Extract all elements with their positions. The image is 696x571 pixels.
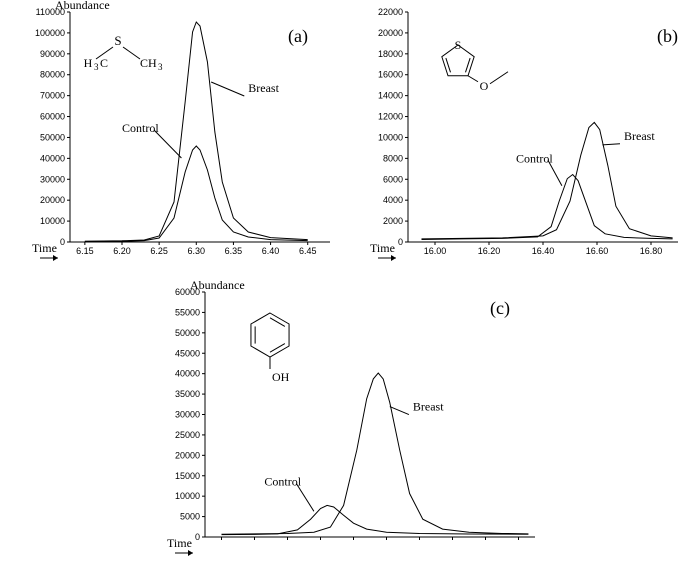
svg-text:60000: 60000 (40, 112, 65, 122)
svg-text:Control: Control (516, 151, 553, 165)
svg-text:6.45: 6.45 (299, 246, 317, 256)
svg-text:5000: 5000 (180, 512, 200, 522)
svg-text:Time: Time (370, 241, 395, 255)
panel-a: Abundance (a) 0 10000 20000 30000 40000 50000… (0, 0, 348, 270)
svg-text:20000: 20000 (175, 450, 200, 460)
chart-c: 0 5000 10000 15000 20000 25000 30000 35000 40000… (120, 280, 560, 565)
svg-text:6.15: 6.15 (76, 246, 94, 256)
svg-text:6000: 6000 (383, 174, 403, 184)
svg-text:10000: 10000 (175, 491, 200, 501)
svg-text:20000: 20000 (378, 28, 403, 38)
svg-text:6.35: 6.35 (225, 246, 243, 256)
svg-text:2000: 2000 (383, 216, 403, 226)
svg-text:20000: 20000 (40, 195, 65, 205)
svg-text:10000: 10000 (40, 216, 65, 226)
svg-text:30000: 30000 (175, 410, 200, 420)
svg-text:70000: 70000 (40, 91, 65, 101)
svg-text:16.60: 16.60 (586, 246, 609, 256)
ylabel-c: Abundance (190, 278, 245, 293)
svg-text:6.20: 6.20 (113, 246, 131, 256)
svg-text:Breast: Breast (413, 400, 444, 414)
svg-text:6.30: 6.30 (188, 246, 206, 256)
svg-text:3: 3 (158, 62, 163, 72)
svg-text:16000: 16000 (378, 70, 403, 80)
svg-text:40000: 40000 (175, 369, 200, 379)
svg-text:35000: 35000 (175, 389, 200, 399)
svg-text:16.40: 16.40 (532, 246, 555, 256)
panel-letter-c: (c) (490, 298, 510, 319)
svg-text:Breast: Breast (248, 81, 279, 95)
svg-text:Breast: Breast (624, 129, 655, 143)
svg-text:25000: 25000 (175, 430, 200, 440)
svg-text:Time: Time (167, 536, 192, 550)
svg-text:S: S (114, 33, 121, 48)
svg-text:OH: OH (272, 370, 290, 384)
svg-text:16.00: 16.00 (424, 246, 447, 256)
svg-text:45000: 45000 (175, 348, 200, 358)
svg-text:50000: 50000 (175, 328, 200, 338)
svg-text:40000: 40000 (40, 153, 65, 163)
svg-text:55000: 55000 (175, 307, 200, 317)
svg-text:0: 0 (398, 237, 403, 247)
svg-text:50000: 50000 (40, 132, 65, 142)
svg-text:80000: 80000 (40, 70, 65, 80)
svg-text:O: O (480, 79, 489, 93)
svg-text:H: H (84, 56, 93, 70)
svg-text:22000: 22000 (378, 7, 403, 17)
svg-text:3: 3 (94, 62, 99, 72)
svg-text:C: C (100, 56, 108, 70)
svg-text:30000: 30000 (40, 174, 65, 184)
svg-text:6.40: 6.40 (262, 246, 280, 256)
panel-b: (b) 0 2000 4000 6000 8000 10000 12000 14000 1600… (348, 0, 696, 270)
svg-text:Control: Control (122, 121, 159, 135)
chart-b: 0 2000 4000 6000 8000 10000 12000 14000 16000 180… (348, 0, 696, 270)
panel-letter-a: (a) (288, 26, 308, 47)
panel-letter-b: (b) (657, 26, 678, 47)
svg-text:Time: Time (32, 241, 57, 255)
svg-text:4000: 4000 (383, 195, 403, 205)
ylabel-a: Abundance (55, 0, 110, 13)
svg-text:18000: 18000 (378, 49, 403, 59)
svg-text:12000: 12000 (378, 112, 403, 122)
svg-text:0: 0 (60, 237, 65, 247)
svg-text:0: 0 (195, 532, 200, 542)
svg-text:16.20: 16.20 (478, 246, 501, 256)
svg-text:6.25: 6.25 (150, 246, 168, 256)
svg-text:16.80: 16.80 (640, 246, 663, 256)
svg-text:100000: 100000 (35, 28, 65, 38)
svg-text:Control: Control (264, 475, 301, 489)
svg-text:14000: 14000 (378, 91, 403, 101)
svg-text:15000: 15000 (175, 471, 200, 481)
svg-text:S: S (455, 38, 462, 52)
svg-text:CH: CH (140, 56, 157, 70)
svg-text:8000: 8000 (383, 153, 403, 163)
panel-c: Abundance (c) 0 5000 10000 15000 20000 25000 3… (120, 280, 560, 565)
svg-text:10000: 10000 (378, 132, 403, 142)
svg-text:90000: 90000 (40, 49, 65, 59)
